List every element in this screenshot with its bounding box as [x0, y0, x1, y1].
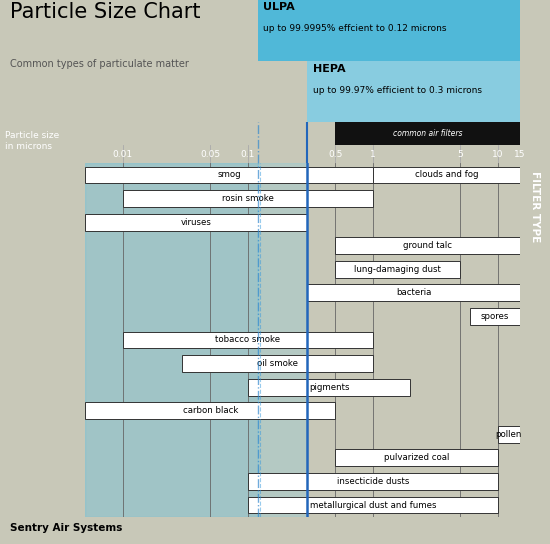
Text: metallurgical dust and fumes: metallurgical dust and fumes: [310, 500, 436, 510]
Text: 10: 10: [492, 150, 503, 159]
Bar: [85, 402, 335, 419]
Bar: [335, 449, 498, 466]
Text: pollen: pollen: [496, 430, 522, 439]
Text: oil smoke: oil smoke: [257, 359, 298, 368]
Text: smog: smog: [217, 170, 241, 180]
Text: bacteria: bacteria: [396, 288, 431, 298]
Bar: [123, 190, 373, 207]
Bar: [85, 163, 258, 517]
Bar: [307, 61, 520, 122]
Bar: [248, 473, 498, 490]
Bar: [335, 237, 520, 254]
Text: tobacco smoke: tobacco smoke: [215, 336, 280, 344]
Text: common air filters: common air filters: [393, 129, 462, 138]
Text: Sentry Air Systems: Sentry Air Systems: [10, 523, 123, 533]
Text: ground talc: ground talc: [403, 241, 452, 250]
Text: insecticide dusts: insecticide dusts: [337, 477, 409, 486]
Text: spores: spores: [481, 312, 509, 321]
Bar: [248, 379, 410, 395]
Bar: [307, 285, 520, 301]
Text: pigments: pigments: [309, 382, 349, 392]
Bar: [248, 497, 498, 514]
Text: Common types of particulate matter: Common types of particulate matter: [10, 59, 189, 69]
Text: 15: 15: [514, 150, 525, 159]
Bar: [258, 0, 520, 61]
Text: viruses: viruses: [181, 218, 212, 227]
Bar: [470, 308, 520, 325]
Text: 0.1: 0.1: [241, 150, 255, 159]
Text: 5: 5: [457, 150, 463, 159]
Bar: [123, 331, 373, 349]
Text: 1: 1: [370, 150, 376, 159]
Text: 0.01: 0.01: [113, 150, 133, 159]
Bar: [85, 166, 373, 183]
Bar: [258, 163, 307, 517]
Text: rosin smoke: rosin smoke: [222, 194, 274, 203]
Text: pulvarized coal: pulvarized coal: [384, 453, 449, 462]
Text: ULPA: ULPA: [263, 2, 295, 13]
Text: FILTER TYPE: FILTER TYPE: [530, 171, 540, 242]
Text: carbon black: carbon black: [183, 406, 238, 415]
Bar: [335, 122, 520, 145]
Text: HEPA: HEPA: [312, 64, 345, 73]
Bar: [373, 166, 520, 183]
Text: 0.5: 0.5: [328, 150, 342, 159]
Bar: [85, 214, 307, 231]
Bar: [498, 426, 520, 443]
Text: Particle size
in microns: Particle size in microns: [5, 131, 59, 151]
Bar: [335, 261, 460, 278]
Text: Particle Size Chart: Particle Size Chart: [10, 2, 201, 22]
Bar: [183, 355, 373, 372]
Text: lung-damaging dust: lung-damaging dust: [354, 265, 441, 274]
Text: clouds and fog: clouds and fog: [415, 170, 478, 180]
Text: up to 99.97% efficient to 0.3 microns: up to 99.97% efficient to 0.3 microns: [312, 85, 482, 95]
Text: up to 99.9995% effcient to 0.12 microns: up to 99.9995% effcient to 0.12 microns: [263, 24, 447, 34]
Text: 0.05: 0.05: [200, 150, 220, 159]
